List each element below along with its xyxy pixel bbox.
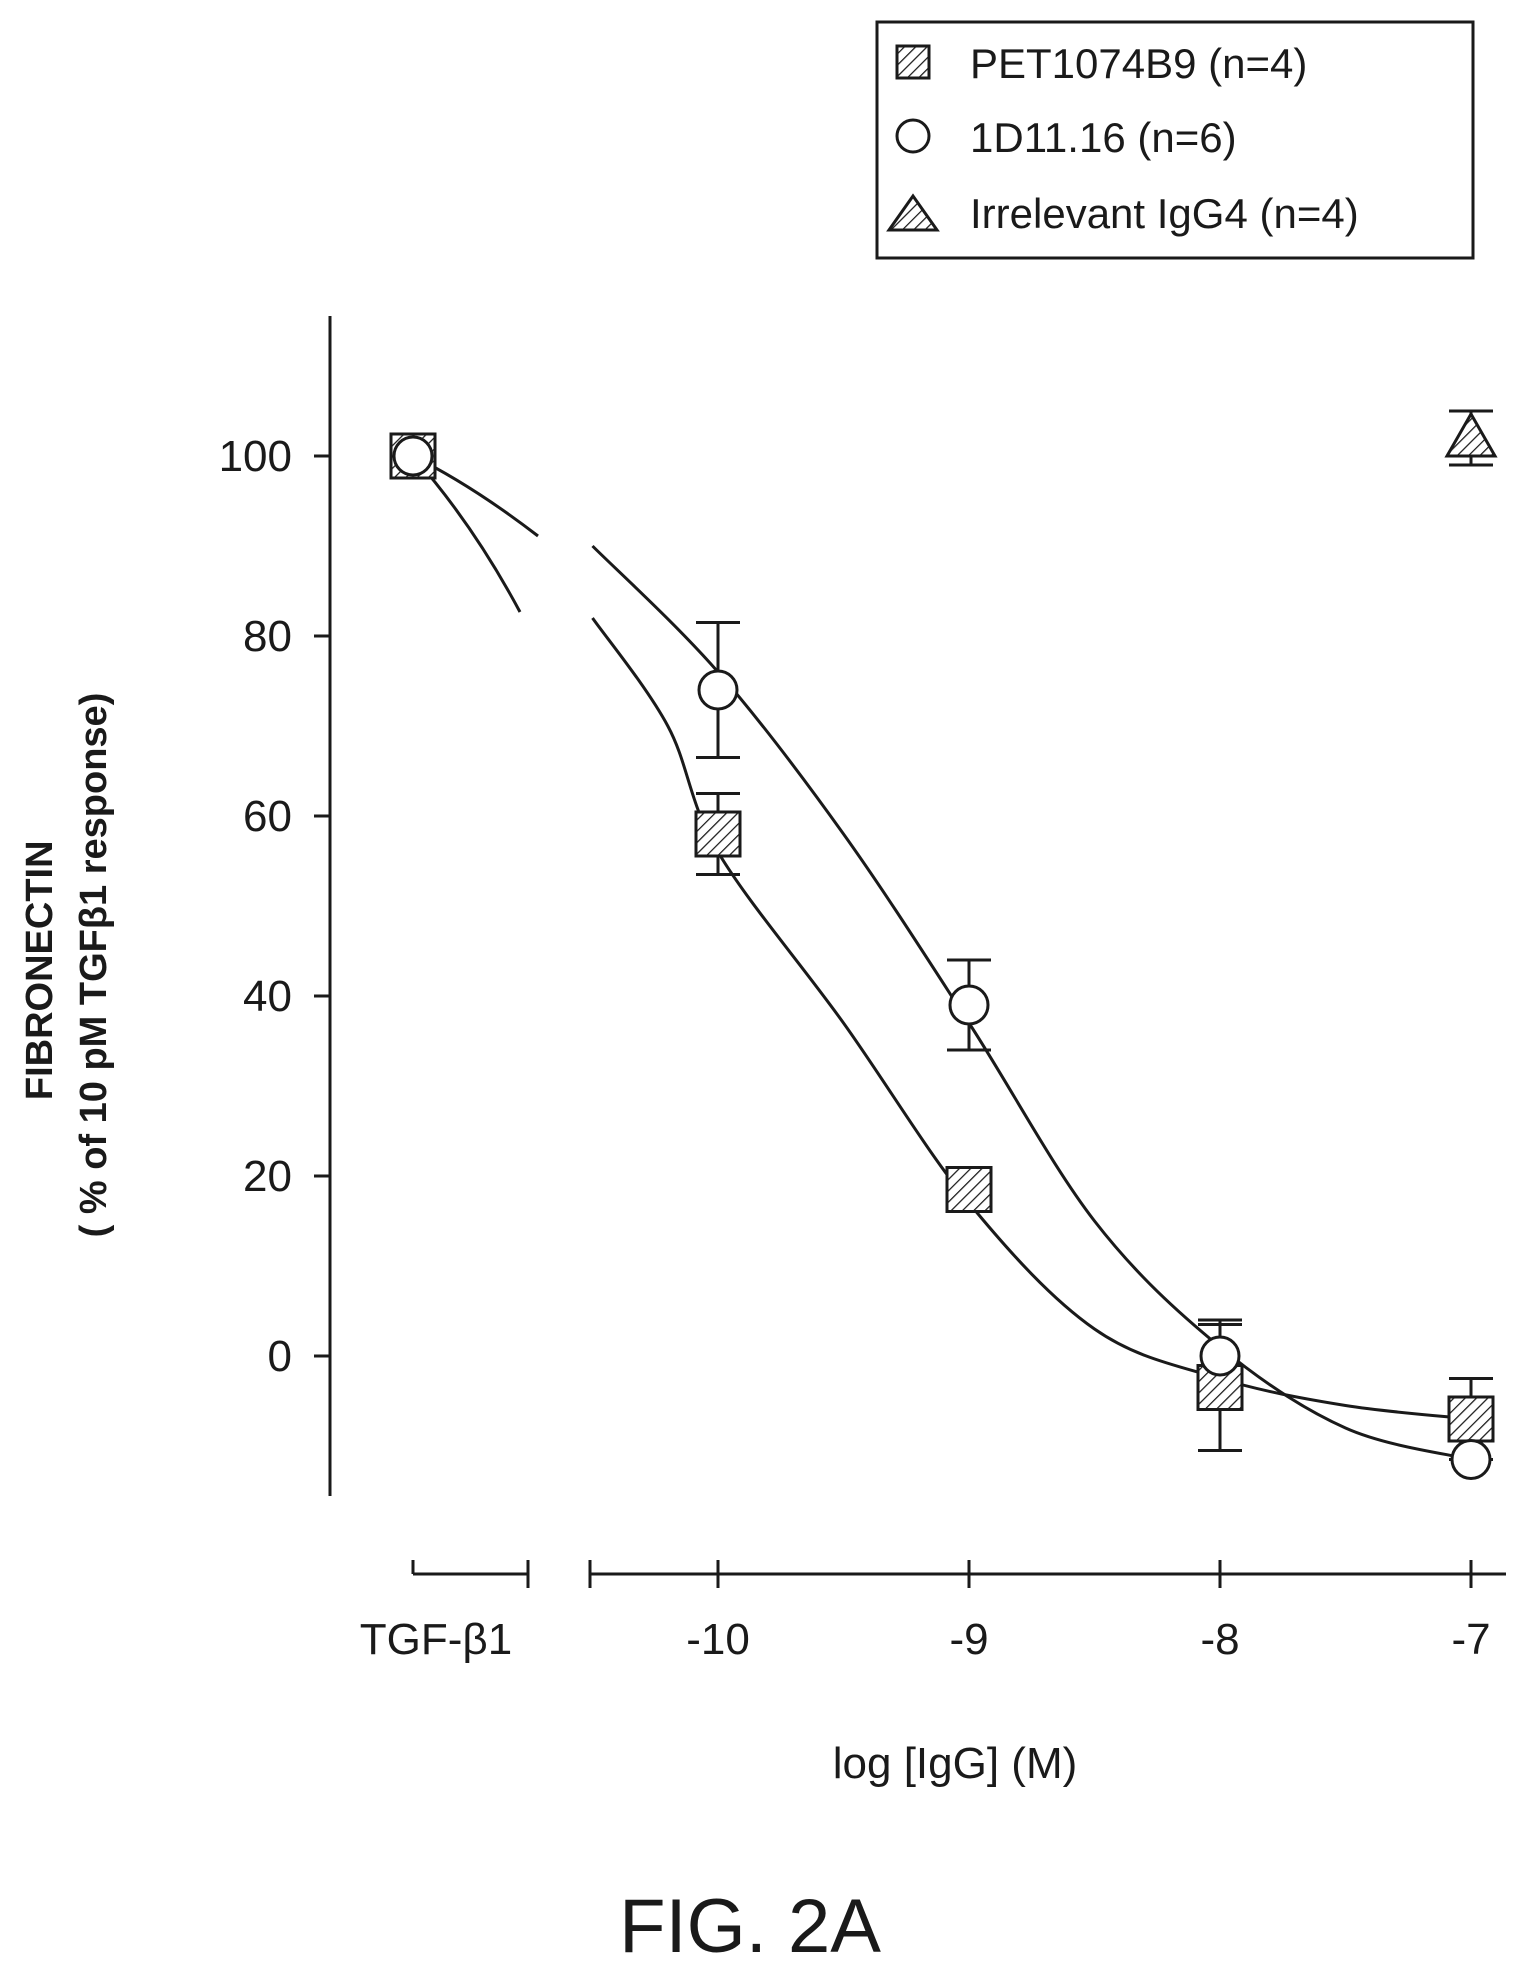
- legend-marker-square-icon: [895, 44, 931, 80]
- figure-caption: FIG. 2A: [619, 1884, 881, 1969]
- fit-curve-0: [591, 617, 1472, 1421]
- data-point-1: [697, 669, 739, 711]
- x-tick-label: -7: [1451, 1615, 1490, 1664]
- legend-marker-triangle-icon: [886, 193, 940, 232]
- legend-box: [875, 20, 1475, 260]
- y-axis-title-line-1: FIBRONECTIN: [19, 840, 61, 1100]
- control-point-1: [392, 435, 434, 477]
- y-tick-label: 0: [268, 1332, 292, 1381]
- x-tick-label: -9: [949, 1615, 988, 1664]
- x-axis-title: log [IgG] (M): [833, 1739, 1078, 1788]
- y-tick-label: 100: [219, 432, 292, 481]
- data-point-0: [694, 810, 742, 858]
- x-axis-ticks: -10 -9 -8 -7: [686, 1560, 1491, 1664]
- y-tick-label: 40: [243, 972, 292, 1021]
- control-label: TGF-β1: [360, 1615, 512, 1664]
- x-tick-label: -8: [1200, 1615, 1239, 1664]
- data-point-1: [1199, 1335, 1241, 1377]
- y-axis: 0 20 40 60 80 100: [219, 316, 332, 1496]
- y-axis-title-line-2: ( % of 10 pM TGFβ1 response): [73, 693, 115, 1238]
- y-tick-label: 20: [243, 1152, 292, 1201]
- x-axis: TGF-β1 -10 -9 -8 -7 log [IgG] (M): [360, 1560, 1506, 1788]
- data-markers: [389, 410, 1498, 1480]
- x-tick-label: -10: [686, 1615, 750, 1664]
- data-point-0: [945, 1166, 993, 1213]
- legend-label-pet1074b9: PET1074B9 (n=4): [970, 40, 1307, 87]
- legend-marker-circle-icon: [895, 118, 931, 154]
- fit-curves: [411, 454, 1472, 1461]
- data-point-1: [1450, 1439, 1492, 1480]
- legend-label-1d11: 1D11.16 (n=6): [970, 114, 1237, 161]
- legend: PET1074B9 (n=4) 1D11.16 (n=6) Irrelevant…: [875, 20, 1475, 260]
- legend-label-irrelevant-igg4: Irrelevant IgG4 (n=4): [970, 190, 1359, 237]
- data-point-0: [1447, 1395, 1495, 1443]
- y-axis-ticks: 0 20 40 60 80 100: [219, 432, 330, 1381]
- error-bars: [696, 409, 1493, 1461]
- data-point-2: [1444, 410, 1498, 458]
- y-tick-label: 80: [243, 612, 292, 661]
- y-tick-label: 60: [243, 792, 292, 841]
- y-axis-title: FIBRONECTIN ( % of 10 pM TGFβ1 response): [19, 693, 115, 1238]
- data-point-1: [948, 984, 990, 1026]
